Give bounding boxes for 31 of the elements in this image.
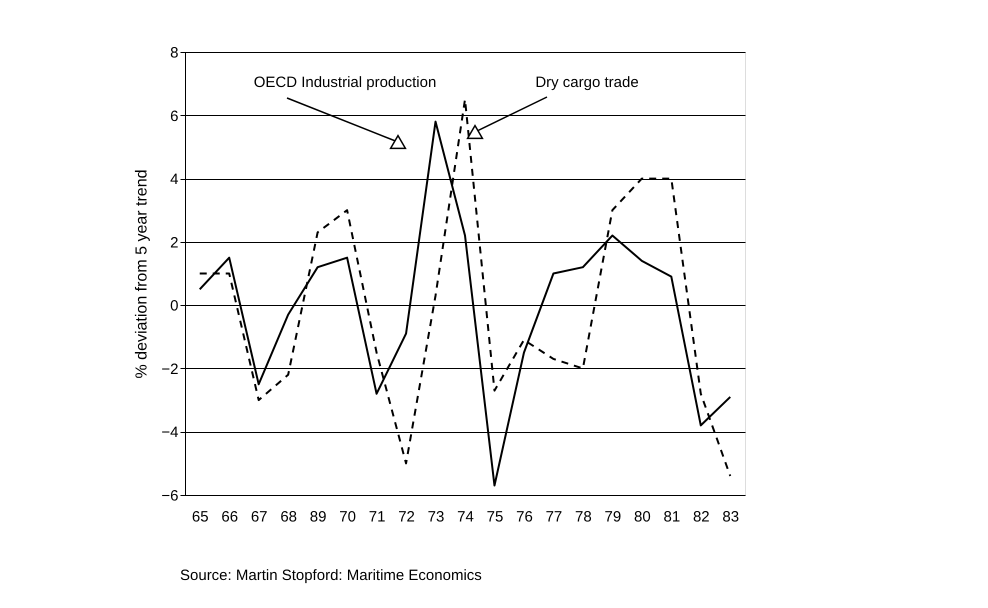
y-tick-label: 0 [170,298,178,315]
x-tick-label: 75 [486,508,504,526]
x-tick-label: 73 [428,508,444,526]
y-tick-label: −2 [161,360,178,378]
x-tick-label: 83 [722,508,740,526]
source-note: Source: Martin Stopford: Maritime Economics [180,567,482,584]
text: Dry cargo trade [535,74,639,91]
x-tick-label: 81 [663,508,680,526]
x-tick-label: 67 [250,508,268,526]
y-tick-label: 4 [170,171,178,188]
x-tick-label: 72 [398,508,415,526]
x-tick-label: 65 [192,508,209,526]
x-tick-label: 66 [221,508,238,526]
x-tick-label: 78 [575,508,592,526]
y-axis-title: % deviation from 5 year trend [133,170,150,378]
x-tick-label: 71 [368,508,386,526]
y-tick-label: 6 [170,108,178,125]
x-tick-label: 76 [516,508,533,526]
y-tick-label: −6 [161,488,178,504]
x-tick-label: 68 [280,508,297,526]
x-tick-label: 82 [692,508,710,526]
x-tick-label: 79 [604,508,622,526]
x-tick-label: 89 [310,508,326,526]
text: OECD Industrial production [254,74,436,91]
y-tick-label: 8 [170,44,178,62]
y-tick-label: 2 [170,234,178,252]
x-tick-label: 70 [339,508,356,526]
y-tick-label: −4 [161,424,178,442]
x-tick-label: 80 [634,508,651,526]
x-tick-label: 74 [457,508,474,526]
x-tick-label: 77 [546,508,562,526]
